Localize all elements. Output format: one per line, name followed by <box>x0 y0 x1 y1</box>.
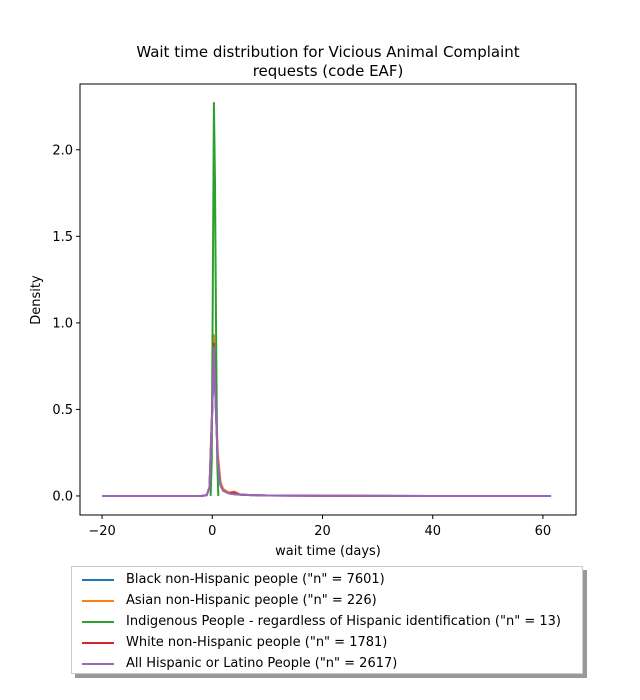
y-tick-label: 2.0 <box>52 143 73 158</box>
legend-entry: White non-Hispanic people ("n" = 1781) <box>72 632 582 653</box>
y-tick-label: 1.0 <box>52 316 73 331</box>
x-tick-label: 0 <box>208 524 216 539</box>
legend-entry: Indigenous People - regardless of Hispan… <box>72 611 582 632</box>
legend-swatch <box>82 620 114 623</box>
series-layer <box>102 102 552 497</box>
chart-legend: Black non-Hispanic people ("n" = 7601) A… <box>71 566 583 674</box>
legend-label: Indigenous People - regardless of Hispan… <box>126 614 561 629</box>
legend-swatch <box>82 641 114 644</box>
legend-label: Asian non-Hispanic people ("n" = 226) <box>126 593 377 608</box>
series-line-3 <box>146 342 433 497</box>
chart-title-line-1: Wait time distribution for Vicious Anima… <box>136 43 519 61</box>
legend-swatch <box>82 662 114 665</box>
x-tick-label: 20 <box>314 524 331 539</box>
x-tick-label: −20 <box>88 524 115 539</box>
y-tick-label: 0.5 <box>52 403 73 418</box>
tick-layer: −20 0 20 40 60 0.0 0.5 1.0 1.5 2.0 <box>52 143 551 539</box>
series-line-1 <box>102 333 543 497</box>
legend-entry: All Hispanic or Latino People ("n" = 261… <box>72 653 582 674</box>
plot-area-frame <box>79 83 577 516</box>
legend-label: White non-Hispanic people ("n" = 1781) <box>126 635 388 650</box>
y-tick-label: 1.5 <box>52 230 73 245</box>
legend-entry: Black non-Hispanic people ("n" = 7601) <box>72 569 582 590</box>
x-axis-label: wait time (days) <box>275 544 381 559</box>
x-tick-label: 60 <box>535 524 552 539</box>
y-tick-label: 0.0 <box>52 489 73 504</box>
series-line-4 <box>102 346 552 497</box>
chart-title-line-2: requests (code EAF) <box>253 62 404 80</box>
legend-swatch <box>82 599 114 602</box>
legend-swatch <box>82 578 114 581</box>
legend-label: All Hispanic or Latino People ("n" = 261… <box>126 656 398 671</box>
series-line-0 <box>140 342 428 497</box>
legend-entry: Asian non-Hispanic people ("n" = 226) <box>72 590 582 611</box>
legend-label: Black non-Hispanic people ("n" = 7601) <box>126 572 385 587</box>
y-axis-label: Density <box>29 275 44 325</box>
x-tick-label: 40 <box>424 524 441 539</box>
